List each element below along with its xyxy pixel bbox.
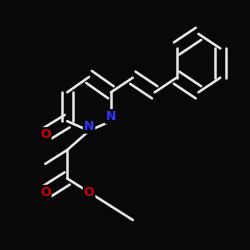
Text: O: O bbox=[84, 186, 94, 199]
Text: N: N bbox=[84, 120, 94, 133]
Text: O: O bbox=[40, 128, 50, 141]
Text: O: O bbox=[40, 186, 50, 199]
Text: N: N bbox=[106, 110, 116, 123]
